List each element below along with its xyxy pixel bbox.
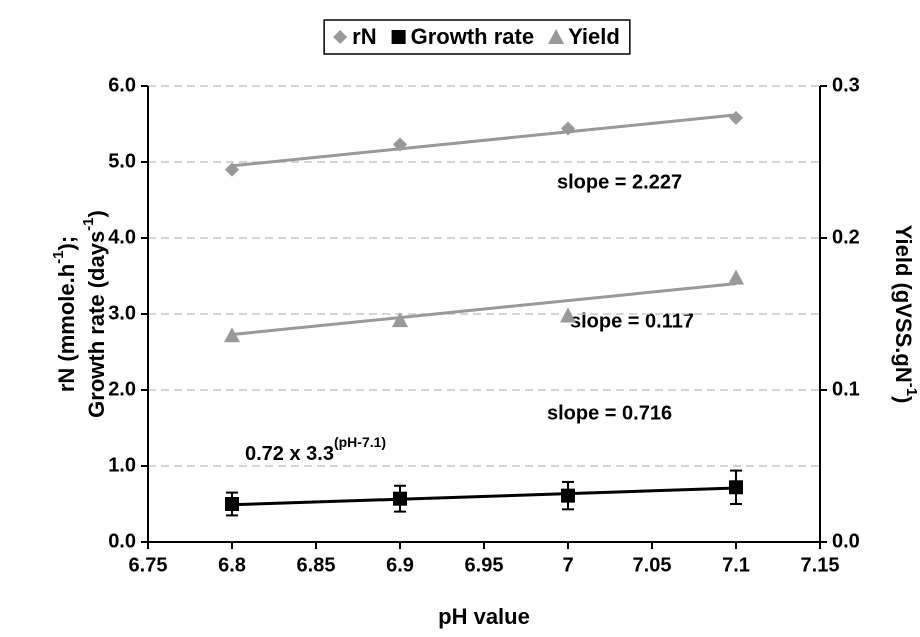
x-tick-label: 7.05 (633, 554, 672, 576)
y-tick-label: 0.0 (108, 530, 136, 552)
annotation: slope = 0.117 (570, 310, 694, 332)
marker (728, 269, 744, 285)
x-axis-label: pH value (438, 604, 530, 629)
annotation: slope = 0.716 (547, 402, 672, 424)
trend-line (231, 282, 737, 337)
y2-tick-label: 0.2 (832, 226, 860, 248)
marker (560, 307, 576, 323)
legend-label: Yield (568, 24, 620, 49)
x-tick-label: 7.15 (801, 554, 840, 576)
y-label-part: rN (mmole.h (54, 264, 79, 392)
annotation-part: 0.72 x 3.3 (245, 443, 334, 465)
annotation-sup: (pH-7.1) (334, 434, 386, 450)
y-axis-label: Growth rate (days-1) (80, 210, 109, 418)
y2-axis-label: Yield (gVSS.gN-1) (891, 225, 920, 404)
legend-marker (333, 30, 348, 44)
legend-marker (391, 30, 406, 44)
y-label-sup: -1 (50, 250, 67, 263)
legend-box (323, 19, 631, 55)
annotation: slope = 2.227 (557, 171, 682, 193)
marker (225, 497, 239, 511)
annotation: 0.72 x 3.3(pH-7.1) (245, 434, 386, 466)
x-tick-label: 7.1 (722, 554, 750, 576)
x-tick-label: 6.95 (465, 554, 504, 576)
y2-label-sup: -1 (903, 383, 920, 396)
y-tick-label: 1.0 (108, 454, 136, 476)
y-axis-label: rN (mmole.h-1); (50, 236, 79, 392)
x-tick-label: 6.9 (386, 554, 414, 576)
trend-line (231, 486, 737, 507)
y2-tick-label: 0.0 (832, 530, 860, 552)
y2-tick-label: 0.1 (832, 378, 860, 400)
marker (225, 162, 239, 177)
legend-marker (548, 29, 565, 44)
y-tick-label: 2.0 (108, 378, 136, 400)
x-tick-label: 6.75 (129, 554, 168, 576)
y-label-part: ); (54, 236, 79, 251)
y-tick-label: 6.0 (108, 74, 136, 96)
y-label-sup: -1 (80, 217, 97, 230)
marker (224, 327, 240, 343)
marker (561, 488, 575, 503)
y-tick-label: 4.0 (108, 226, 136, 248)
legend: rN Growth rate Yield (323, 19, 631, 55)
marker (561, 121, 575, 136)
y2-label-part: Yield (gVSS.gN (891, 225, 916, 383)
marker (729, 480, 743, 495)
marker (392, 312, 408, 328)
x-tick-label: 6.8 (218, 554, 246, 576)
marker (729, 110, 743, 125)
y-label-part: ) (84, 210, 109, 217)
y-label-part: Growth rate (days (84, 231, 109, 418)
legend-label: rN (352, 24, 376, 49)
y-tick-label: 3.0 (108, 302, 136, 324)
y2-tick-label: 0.3 (832, 74, 860, 96)
x-tick-label: 7 (562, 554, 573, 576)
x-tick-label: 6.85 (297, 554, 336, 576)
trend-line (231, 113, 737, 168)
marker (393, 491, 407, 506)
y2-label-part: ) (891, 396, 916, 403)
y-tick-label: 5.0 (108, 150, 136, 172)
legend-label: Growth rate (411, 24, 534, 49)
marker (393, 137, 407, 152)
